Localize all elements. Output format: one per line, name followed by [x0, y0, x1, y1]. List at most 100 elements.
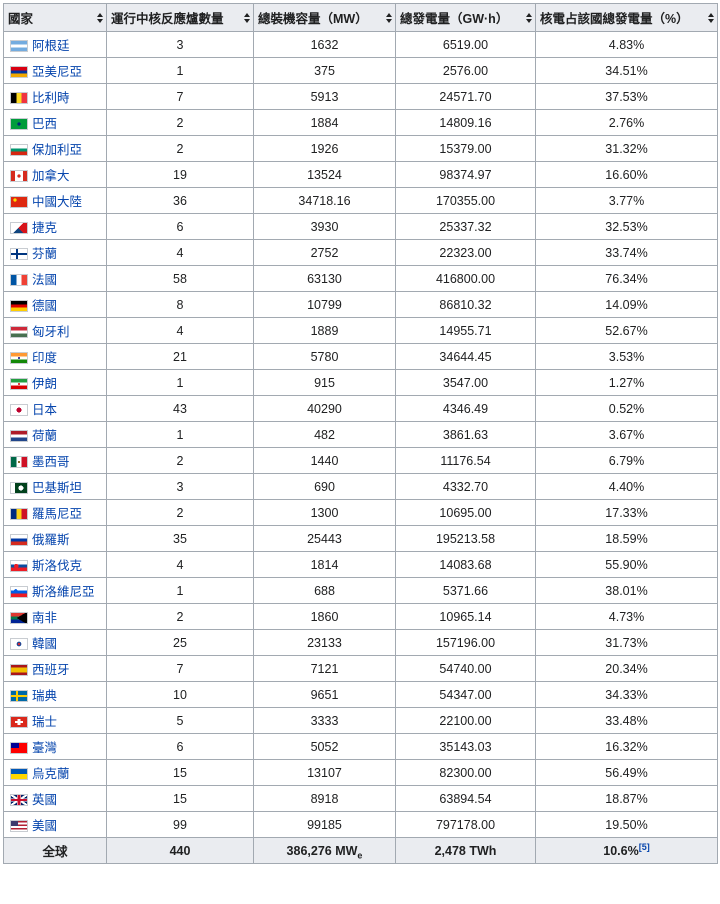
capacity-cell: 375: [253, 57, 396, 84]
flag-argentina-icon: [10, 40, 28, 52]
country-link[interactable]: 加拿大: [32, 169, 70, 183]
country-link[interactable]: 中國大陸: [32, 195, 83, 209]
capacity-cell: 40290: [253, 395, 396, 422]
total-share-value: 10.6%: [603, 843, 639, 858]
header-capacity[interactable]: 總裝機容量（MW）: [253, 3, 396, 32]
country-link[interactable]: 羅馬尼亞: [32, 507, 83, 521]
reactors-cell: 5: [106, 707, 254, 734]
capacity-cell: 1884: [253, 109, 396, 136]
flag-finland-icon: [10, 248, 28, 260]
generation-cell: 35143.03: [395, 733, 536, 760]
country-link[interactable]: 荷蘭: [32, 429, 58, 443]
generation-cell: 34644.45: [395, 343, 536, 370]
flag-slovenia-icon: [10, 586, 28, 598]
header-country[interactable]: 國家: [3, 3, 107, 32]
table-row: 匈牙利 4 1889 14955.71 52.67%: [3, 317, 718, 344]
country-link[interactable]: 俄羅斯: [32, 533, 70, 547]
country-link[interactable]: 英國: [32, 793, 58, 807]
generation-cell: 416800.00: [395, 265, 536, 292]
generation-cell: 3547.00: [395, 369, 536, 396]
country-link[interactable]: 烏克蘭: [32, 767, 70, 781]
country-link[interactable]: 臺灣: [32, 741, 58, 755]
country-cell: 保加利亞: [3, 135, 107, 162]
country-link[interactable]: 韓國: [32, 637, 58, 651]
country-cell: 荷蘭: [3, 421, 107, 448]
country-link[interactable]: 瑞士: [32, 715, 58, 729]
flag-spain-icon: [10, 664, 28, 676]
country-link[interactable]: 斯洛伐克: [32, 559, 83, 573]
header-generation[interactable]: 總發電量（GW·h）: [395, 3, 536, 32]
table-body: 阿根廷 3 1632 6519.00 4.83% 亞美尼亞 1 375 2576.00 34.51…: [3, 31, 718, 838]
table-row: 荷蘭 1 482 3861.63 3.67%: [3, 421, 718, 448]
flag-usa-icon: [10, 820, 28, 832]
share-cell: 18.59%: [535, 525, 718, 552]
country-link[interactable]: 斯洛維尼亞: [32, 585, 95, 599]
reference-link[interactable]: [5]: [638, 841, 650, 852]
country-link[interactable]: 西班牙: [32, 663, 70, 677]
country-link[interactable]: 巴基斯坦: [32, 481, 83, 495]
reactors-cell: 3: [106, 31, 254, 58]
country-link[interactable]: 巴西: [32, 117, 58, 131]
share-cell: 19.50%: [535, 811, 718, 838]
sort-arrows-icon[interactable]: [708, 13, 714, 23]
generation-cell: 6519.00: [395, 31, 536, 58]
total-row: 全球 440 386,276 MWe 2,478 TWh 10.6%[5]: [3, 837, 718, 864]
capacity-cell: 7121: [253, 655, 396, 682]
country-link[interactable]: 芬蘭: [32, 247, 58, 261]
sort-arrows-icon[interactable]: [244, 13, 250, 23]
country-link[interactable]: 日本: [32, 403, 58, 417]
capacity-cell: 688: [253, 577, 396, 604]
generation-cell: 2576.00: [395, 57, 536, 84]
table-row: 亞美尼亞 1 375 2576.00 34.51%: [3, 57, 718, 84]
table-row: 韓國 25 23133 157196.00 31.73%: [3, 629, 718, 656]
reactors-cell: 58: [106, 265, 254, 292]
header-reactors[interactable]: 運行中核反應爐數量: [106, 3, 254, 32]
header-share[interactable]: 核電占該國總發電量（%）: [535, 3, 718, 32]
flag-india-icon: [10, 352, 28, 364]
reactors-cell: 4: [106, 551, 254, 578]
capacity-cell: 2752: [253, 239, 396, 266]
table-row: 印度 21 5780 34644.45 3.53%: [3, 343, 718, 370]
country-link[interactable]: 墨西哥: [32, 455, 70, 469]
country-link[interactable]: 捷克: [32, 221, 58, 235]
country-link[interactable]: 伊朗: [32, 377, 58, 391]
country-cell: 印度: [3, 343, 107, 370]
flag-ukraine-icon: [10, 768, 28, 780]
table-row: 日本 43 40290 4346.49 0.52%: [3, 395, 718, 422]
capacity-cell: 1440: [253, 447, 396, 474]
generation-cell: 14809.16: [395, 109, 536, 136]
country-cell: 瑞典: [3, 681, 107, 708]
generation-cell: 3861.63: [395, 421, 536, 448]
country-link[interactable]: 比利時: [32, 91, 70, 105]
country-cell: 加拿大: [3, 161, 107, 188]
country-link[interactable]: 印度: [32, 351, 58, 365]
flag-france-icon: [10, 274, 28, 286]
table-row: 加拿大 19 13524 98374.97 16.60%: [3, 161, 718, 188]
capacity-cell: 5913: [253, 83, 396, 110]
country-link[interactable]: 南非: [32, 611, 58, 625]
flag-taiwan-icon: [10, 742, 28, 754]
table-row: 阿根廷 3 1632 6519.00 4.83%: [3, 31, 718, 58]
sort-arrows-icon[interactable]: [526, 13, 532, 23]
country-link[interactable]: 保加利亞: [32, 143, 83, 157]
table-row: 俄羅斯 35 25443 195213.58 18.59%: [3, 525, 718, 552]
country-link[interactable]: 瑞典: [32, 689, 58, 703]
flag-canada-icon: [10, 170, 28, 182]
capacity-cell: 13107: [253, 759, 396, 786]
country-link[interactable]: 阿根廷: [32, 39, 70, 53]
country-link[interactable]: 法國: [32, 273, 58, 287]
reactors-cell: 35: [106, 525, 254, 552]
country-link[interactable]: 匈牙利: [32, 325, 70, 339]
country-link[interactable]: 美國: [32, 819, 58, 833]
country-link[interactable]: 德國: [32, 299, 58, 313]
share-cell: 3.67%: [535, 421, 718, 448]
reactors-cell: 4: [106, 239, 254, 266]
table-row: 巴基斯坦 3 690 4332.70 4.40%: [3, 473, 718, 500]
table-row: 西班牙 7 7121 54740.00 20.34%: [3, 655, 718, 682]
table-row: 保加利亞 2 1926 15379.00 31.32%: [3, 135, 718, 162]
sort-arrows-icon[interactable]: [386, 13, 392, 23]
share-cell: 37.53%: [535, 83, 718, 110]
table-row: 斯洛維尼亞 1 688 5371.66 38.01%: [3, 577, 718, 604]
sort-arrows-icon[interactable]: [97, 13, 103, 23]
country-link[interactable]: 亞美尼亞: [32, 65, 83, 79]
